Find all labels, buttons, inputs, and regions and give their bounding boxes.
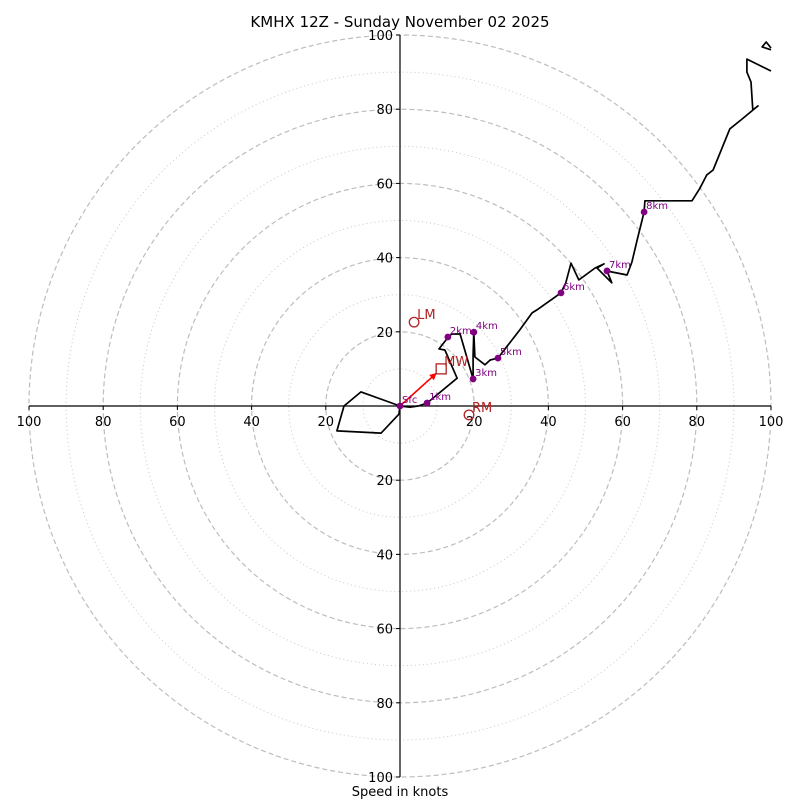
height-label-6km: 6km [563, 282, 585, 293]
x-tick-label: 20 [318, 415, 335, 430]
height-label-4km: 4km [476, 321, 498, 332]
x-tick-label: 100 [17, 415, 42, 430]
y-tick-label: 20 [376, 474, 393, 489]
x-axis-label: Speed in knots [352, 785, 449, 800]
height-marker-3km [469, 375, 477, 383]
height-marker-4km [470, 328, 478, 336]
hodograph-trace-upper [761, 41, 772, 51]
mean-wind-arrow-group [399, 372, 438, 407]
storm-label-rm: RM [472, 401, 492, 416]
height-marker-8km [640, 208, 648, 216]
y-tick-label: 80 [376, 103, 393, 118]
height-label-3km: 3km [475, 368, 497, 379]
x-tick-label: 40 [243, 415, 260, 430]
height-markers: Sfc 1km 2km 3km 4km 5km 6km 7km 8km [396, 201, 668, 410]
hodograph-trace-group [336, 41, 772, 434]
y-tick-label: 100 [368, 771, 393, 786]
height-label-1km: 1km [429, 392, 451, 403]
height-label-5km: 5km [500, 347, 522, 358]
mean-wind-arrow-head [429, 372, 437, 381]
x-tick-label: 100 [759, 415, 784, 430]
height-label-8km: 8km [646, 201, 668, 212]
height-label-7km: 7km [609, 260, 631, 271]
x-tick-label: 40 [540, 415, 557, 430]
height-marker-6km [557, 289, 565, 297]
y-tick-label: 60 [376, 177, 393, 192]
y-tick-label: 40 [376, 252, 393, 267]
storm-label-lm: LM [417, 308, 435, 323]
height-marker-sfc [396, 402, 404, 410]
height-label-2km: 2km [450, 326, 472, 337]
height-marker-7km [603, 267, 611, 275]
tick-labels: 100 80 60 40 20 20 40 60 80 100 100 80 60 40 20 20 40 60 8… [17, 29, 784, 786]
y-tick-label: 20 [376, 326, 393, 341]
y-tick-label: 40 [376, 548, 393, 563]
height-marker-1km [423, 399, 431, 407]
x-tick-label: 80 [95, 415, 112, 430]
y-tick-label: 80 [376, 697, 393, 712]
x-tick-label: 80 [689, 415, 706, 430]
storm-marker-mw [435, 363, 447, 375]
storm-marker-rm [463, 409, 475, 421]
hodograph-trace [336, 58, 772, 434]
height-marker-2km [444, 333, 452, 341]
x-tick-label: 60 [614, 415, 631, 430]
x-tick-label: 60 [169, 415, 186, 430]
height-label-sfc: Sfc [402, 395, 417, 406]
y-tick-label: 100 [368, 29, 393, 44]
y-tick-label: 60 [376, 623, 393, 638]
height-marker-5km [494, 354, 502, 362]
storm-motion-markers: LM MW RM [408, 308, 492, 421]
storm-marker-lm [408, 316, 420, 328]
mean-wind-arrow-shaft [399, 372, 438, 407]
storm-label-mw: MW [444, 355, 468, 370]
chart-title: KMHX 12Z - Sunday November 02 2025 [250, 13, 549, 31]
x-tick-label: 20 [466, 415, 483, 430]
